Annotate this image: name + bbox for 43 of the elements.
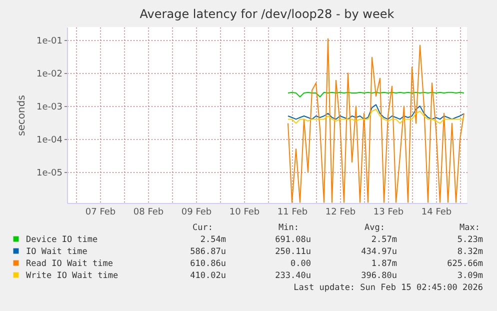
line-series	[288, 108, 464, 124]
legend-label: Write IO Wait time	[26, 271, 118, 281]
y-tick-label: 1e-05	[36, 168, 62, 179]
text: Avg:	[364, 223, 385, 233]
y-tick-label: 1e-04	[36, 136, 63, 146]
y-tick-label: 1e-01	[36, 36, 62, 47]
text: Last update: Sun Feb 15 02:45:00 2026	[294, 283, 483, 293]
line-series	[288, 104, 464, 120]
text: 2.57m	[371, 235, 397, 245]
legend-label: Read IO Wait time	[26, 259, 113, 269]
x-tick-label: 10 Feb	[229, 208, 260, 218]
x-tick-label: 12 Feb	[325, 208, 356, 218]
legend-label: IO Wait time	[26, 247, 88, 257]
text: 434.97u	[361, 247, 397, 257]
text: 410.02u	[190, 271, 226, 281]
text: 2.54m	[200, 235, 226, 245]
text: 1.87m	[371, 259, 397, 269]
x-tick-label: 08 Feb	[133, 208, 164, 218]
text: 3.09m	[457, 271, 483, 281]
y-tick-label: 1e-02	[36, 70, 62, 80]
y-tick-label: 1e-03	[36, 102, 62, 113]
x-tick-label: 14 Feb	[421, 208, 452, 218]
text: 610.86u	[190, 259, 226, 269]
text: 0.00	[290, 259, 311, 269]
line-series	[288, 38, 464, 203]
legend-label: Device IO time	[26, 235, 98, 245]
text: 586.87u	[190, 247, 226, 257]
y-axis-title: seconds	[16, 95, 28, 136]
x-tick-label: 13 Feb	[373, 208, 404, 218]
x-tick-label: 09 Feb	[181, 208, 212, 218]
text: Max:	[460, 223, 480, 233]
text: 625.66m	[447, 259, 483, 269]
x-tick-label: 11 Feb	[277, 208, 308, 218]
text: 691.08u	[275, 235, 311, 245]
text: 8.32m	[457, 247, 483, 257]
text: 5.23m	[457, 235, 483, 245]
chart-title: Average latency for /dev/loop28 - by week	[140, 7, 394, 21]
text: 250.11u	[275, 247, 311, 257]
text: 233.40u	[275, 271, 311, 281]
text: 396.80u	[361, 271, 397, 281]
text: Min:	[278, 223, 299, 233]
text: Cur:	[192, 223, 213, 233]
x-tick-label: 07 Feb	[85, 208, 116, 218]
